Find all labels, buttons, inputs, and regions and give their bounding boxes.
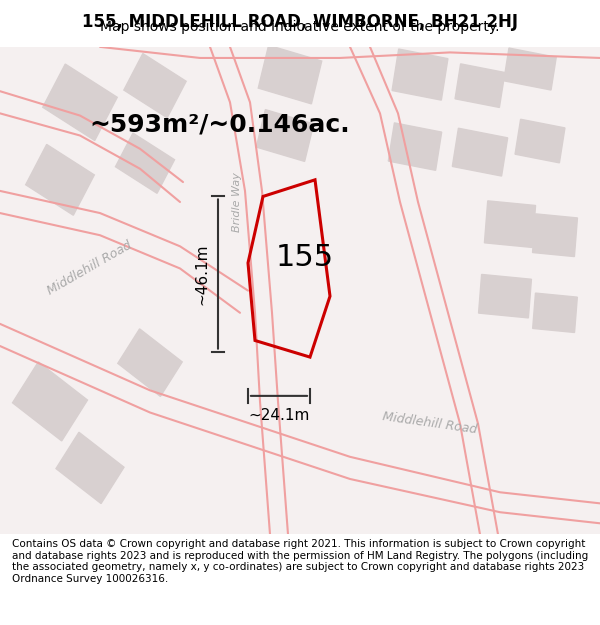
Bar xyxy=(258,45,322,104)
Bar xyxy=(533,293,577,333)
Text: Contains OS data © Crown copyright and database right 2021. This information is : Contains OS data © Crown copyright and d… xyxy=(12,539,588,584)
Bar xyxy=(533,214,577,257)
Bar xyxy=(118,329,182,396)
Text: 155: 155 xyxy=(276,243,334,272)
Text: Bridle Way: Bridle Way xyxy=(232,172,242,232)
Bar xyxy=(26,144,94,215)
Text: ~24.1m: ~24.1m xyxy=(248,408,310,423)
Bar xyxy=(504,48,556,90)
Bar xyxy=(515,119,565,163)
Bar xyxy=(479,274,532,318)
Bar xyxy=(115,133,175,193)
Text: Middlehill Road: Middlehill Road xyxy=(382,411,478,437)
Text: 155, MIDDLEHILL ROAD, WIMBORNE, BH21 2HJ: 155, MIDDLEHILL ROAD, WIMBORNE, BH21 2HJ xyxy=(82,13,518,31)
Bar xyxy=(455,64,505,107)
Bar xyxy=(56,432,124,504)
Bar xyxy=(124,54,186,118)
Bar xyxy=(256,109,314,161)
Bar xyxy=(392,49,448,100)
Bar xyxy=(43,64,117,141)
Bar xyxy=(484,201,536,248)
Text: Map shows position and indicative extent of the property.: Map shows position and indicative extent… xyxy=(100,20,500,34)
Bar xyxy=(388,123,442,170)
Bar xyxy=(13,362,88,441)
Bar xyxy=(452,128,508,176)
Text: ~46.1m: ~46.1m xyxy=(194,243,209,305)
Text: ~593m²/~0.146ac.: ~593m²/~0.146ac. xyxy=(89,112,350,136)
Text: Middlehill Road: Middlehill Road xyxy=(46,239,134,298)
